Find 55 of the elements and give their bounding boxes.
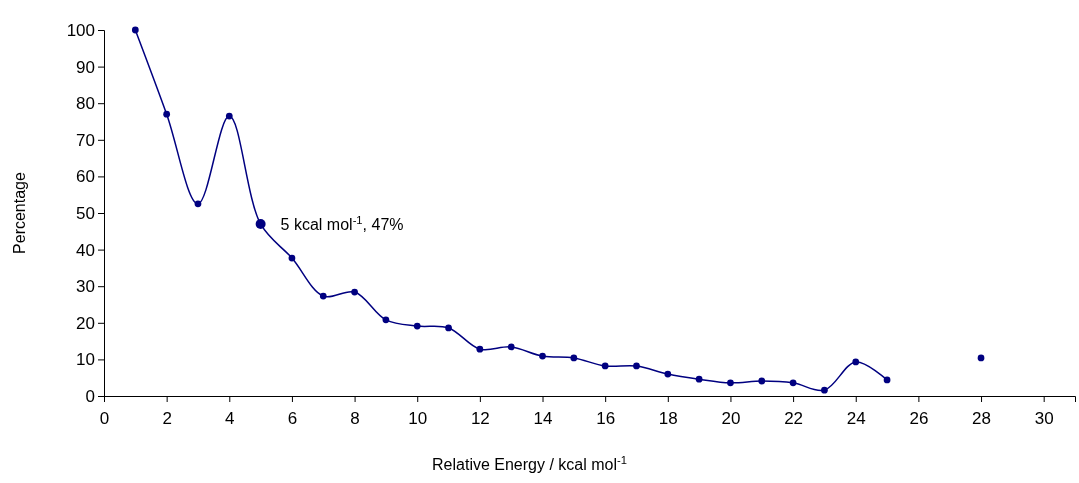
y-tick-label: 70 [76,130,95,150]
x-tick-label: 8 [350,408,360,428]
x-tick-label: 30 [1034,408,1054,428]
y-tick-label: 40 [76,240,95,260]
y-tick-label: 100 [66,20,95,40]
x-tick-label: 28 [972,408,991,428]
point [570,354,578,362]
point [445,324,452,332]
x-tick-label: 22 [784,408,804,428]
x-axis-title: Relative Energy / kcal mol$^{-1}$ [432,454,627,473]
y-tick-label: 80 [76,94,95,114]
x-tick-label: 24 [846,408,866,428]
point [539,352,546,360]
y-tick-label: 0 [85,386,95,406]
point [664,370,672,378]
point [319,292,327,300]
point [727,379,734,387]
point [194,200,202,208]
y-tick-label: 60 [76,167,95,187]
point [695,375,703,383]
annotation: 5 kcal mol$^{-1}$, 47% [280,213,404,233]
point [852,358,860,366]
x-tick-label: 0 [99,408,110,428]
x-tick-label: 2 [162,408,172,428]
x-tick-label: 26 [909,408,929,428]
x-tick-label: 12 [470,408,490,428]
y-tick-label: 90 [76,57,95,77]
x-tick-label: 18 [658,408,678,428]
point [821,386,828,394]
point [382,316,390,324]
x-tick-label: 10 [408,408,428,428]
point [476,345,484,353]
point [288,254,296,262]
point [883,376,891,384]
x-tick-label: 14 [533,408,553,428]
point [633,362,640,370]
y-tick-label: 10 [76,350,95,370]
y-tick-label: 30 [76,277,95,297]
point [977,354,985,362]
point [413,322,421,330]
point [163,110,171,118]
y-axis-title: Percentage [11,171,28,254]
y-tick-label: 50 [76,203,95,223]
point [507,343,515,351]
point [789,379,797,387]
point [131,26,139,34]
x-tick-label: 6 [287,408,298,428]
point [758,377,766,385]
x-tick-label: 4 [225,408,235,428]
point [225,112,233,120]
x-tick-label: 16 [596,408,616,428]
y-tick-label: 20 [76,313,95,333]
point [601,362,609,370]
x-tick-label: 20 [721,408,741,428]
point [351,288,358,296]
